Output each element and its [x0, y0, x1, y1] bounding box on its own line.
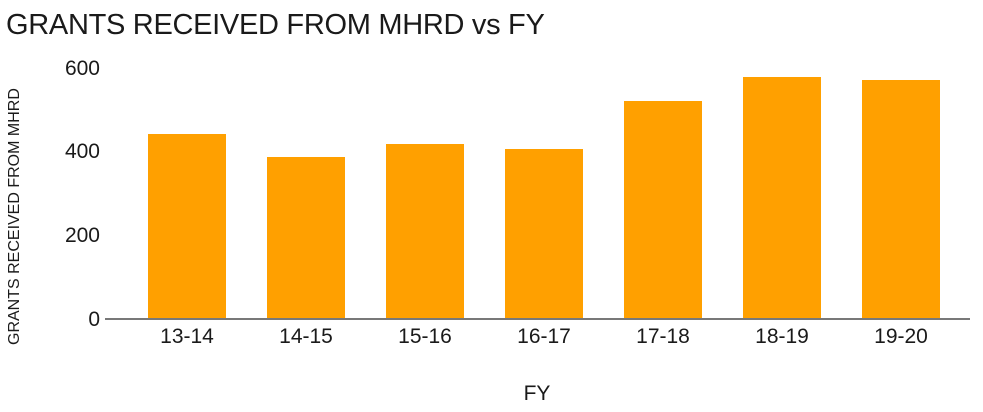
x-tick-label-17-18: 17-18	[636, 325, 690, 348]
bar-19-20	[862, 80, 940, 319]
bar-15-16	[386, 144, 464, 319]
x-tick-label-18-19: 18-19	[755, 325, 809, 348]
bar-17-18	[624, 101, 702, 319]
x-axis-line	[105, 318, 970, 320]
x-tick-label-15-16: 15-16	[398, 325, 452, 348]
x-tick-label-14-15: 14-15	[279, 325, 333, 348]
bar-18-19	[743, 77, 821, 319]
x-axis-title: FY	[523, 382, 551, 405]
y-tick-label-600: 600	[64, 56, 100, 80]
x-tick-label-16-17: 16-17	[517, 325, 571, 348]
y-tick-label-400: 400	[64, 140, 100, 164]
x-tick-label-13-14: 13-14	[160, 325, 214, 348]
bar-13-14	[148, 134, 226, 319]
y-tick-label-200: 200	[64, 223, 100, 247]
chart-title: GRANTS RECEIVED FROM MHRD vs FY	[6, 9, 545, 41]
bar-16-17	[505, 149, 583, 319]
x-tick-label-19-20: 19-20	[874, 325, 928, 348]
y-tick-label-0: 0	[88, 307, 100, 331]
bar-14-15	[267, 157, 345, 319]
